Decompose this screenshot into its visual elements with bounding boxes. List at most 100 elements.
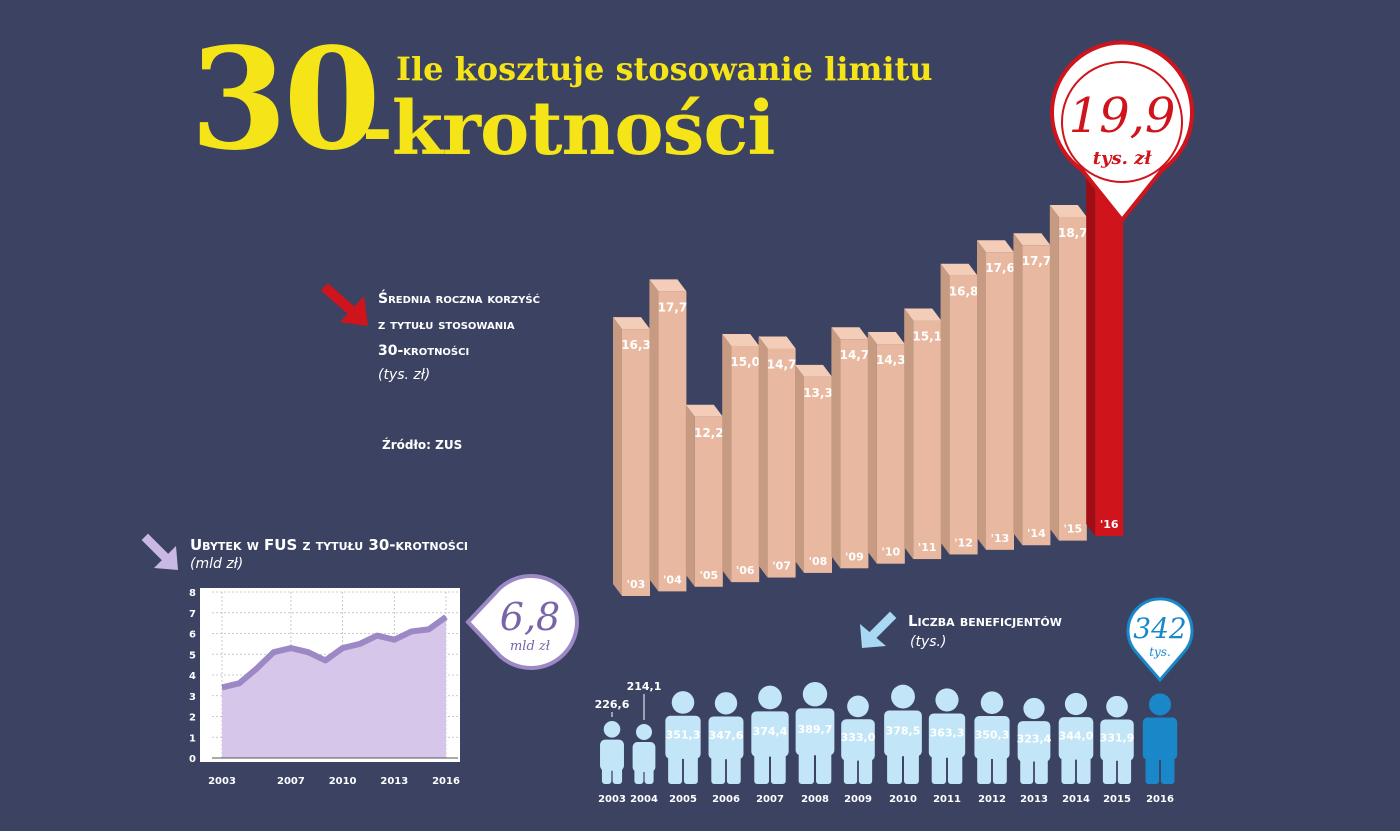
person-body	[795, 708, 835, 756]
person-leg	[711, 753, 726, 784]
bar-value-label: 18,7	[1058, 226, 1088, 240]
person-leg	[977, 752, 992, 784]
y-tick-label: 5	[189, 650, 196, 661]
y-tick-label: 3	[189, 692, 196, 703]
bar-top	[1013, 233, 1051, 246]
person-body	[884, 710, 922, 757]
person-leg	[1145, 753, 1160, 784]
bar-top	[649, 279, 687, 292]
y-tick-label: 7	[189, 609, 196, 620]
person-2013: 323,4 2013	[1017, 697, 1052, 805]
person-head	[1023, 697, 1045, 720]
person-2012: 350,3 2012	[974, 691, 1010, 805]
person-leg	[644, 766, 654, 784]
source-note: Źródło: ZUS	[382, 438, 463, 452]
main-unit-text: tys. zł	[1093, 148, 1153, 169]
person-year-label: 2015	[1103, 794, 1131, 805]
person-value-label: 389,7	[798, 723, 833, 736]
bar-side	[1086, 172, 1096, 536]
person-value-label: 333,0	[841, 731, 876, 744]
title-line-2: -krotności	[362, 86, 776, 172]
series-line	[221, 614, 448, 691]
loss-unit-text: mld zł	[510, 639, 551, 654]
title-line-1: Ile kosztuje stosowanie limitu	[396, 50, 933, 88]
ben-value-pin: 342 tys.	[1126, 597, 1194, 683]
person-leg	[843, 754, 858, 784]
person-body	[974, 715, 1010, 759]
x-tick-label: 2003	[208, 776, 236, 787]
bar-face	[694, 416, 723, 587]
person-year-label: 2004	[630, 794, 658, 805]
person-leg	[1160, 753, 1175, 784]
person-head	[802, 682, 828, 707]
bar-side	[940, 263, 950, 555]
bar-face	[1095, 184, 1124, 536]
loss-chart-title: Ubytek w FUS z tytułu 30-krotności	[190, 536, 469, 554]
loss-value-pin: 6,8 mld zł	[465, 574, 579, 670]
bar-side	[758, 336, 768, 578]
bar-'12: 16,8 '12	[940, 263, 978, 555]
person-leg	[754, 750, 770, 784]
y-tick-label: 1	[189, 733, 196, 744]
person-value-label: 350,3	[975, 729, 1010, 742]
person-2004: 214,1 2004	[627, 680, 662, 805]
person-leg	[601, 764, 612, 784]
person-head	[636, 724, 652, 740]
bar-category-label: '05	[699, 569, 718, 582]
bar-category-label: '10	[881, 546, 900, 559]
bar-'03: 16,3 '03	[613, 317, 651, 596]
person-year-label: 2008	[801, 794, 829, 805]
person-leg	[1076, 753, 1091, 784]
bar-side	[722, 333, 732, 583]
bar-side	[831, 327, 841, 569]
bar-category-label: '09	[845, 550, 864, 563]
person-year-label: 2005	[669, 794, 697, 805]
bar-top	[685, 404, 723, 417]
person-body	[1058, 717, 1094, 760]
bar-'08: 13,3 '08	[795, 364, 833, 573]
bar-value-label: 15,1	[912, 330, 942, 344]
bar-category-label: '03	[627, 578, 646, 591]
x-tick-label: 2013	[380, 776, 408, 787]
person-leg	[683, 752, 698, 784]
person-body	[600, 739, 624, 771]
bar-category-label: '04	[663, 573, 682, 586]
person-head	[1106, 695, 1128, 718]
person-value-label: 378,5	[886, 724, 921, 737]
person-leg	[668, 752, 683, 784]
bar-'10: 14,3 '10	[867, 332, 906, 564]
bar-'05: 12,2 '05	[685, 404, 724, 587]
person-value-label: 347,6	[709, 729, 744, 742]
person-2015: 331,9 2015	[1100, 695, 1135, 805]
bar-face	[876, 344, 905, 564]
person-value-label: 323,4	[1017, 733, 1052, 746]
person-head	[847, 695, 869, 718]
bar-'14: 17,7 '14	[1013, 233, 1052, 546]
y-tick-label: 6	[189, 630, 196, 641]
bar-top	[904, 308, 942, 321]
person-leg	[770, 750, 786, 784]
person-year-label: 2007	[756, 794, 784, 805]
bar-category-label: '15	[1063, 523, 1082, 536]
person-body	[1100, 719, 1134, 761]
person-2014: 344,0 2014	[1058, 692, 1094, 805]
bar-face	[1022, 245, 1051, 546]
beneficiaries-chart-title: Liczba beneficjentów	[908, 612, 1062, 630]
legend-unit: (tys. zł)	[378, 367, 431, 383]
bar-top	[795, 364, 832, 377]
red-arrow-icon	[320, 282, 368, 326]
person-leg	[1034, 755, 1048, 784]
person-value-label: 331,9	[1100, 731, 1135, 744]
big-number-30: 30	[190, 18, 381, 182]
bar-side	[867, 332, 877, 564]
bar-face	[986, 252, 1014, 550]
bar-value-label: 17,7	[1022, 254, 1052, 268]
person-2003: 226,6 2003	[595, 698, 630, 805]
person-body	[841, 719, 875, 761]
bar-'16: '16	[1086, 172, 1124, 536]
bar-category-label: '12	[954, 536, 973, 549]
bar-category-label: '08	[809, 555, 828, 568]
bar-top	[977, 240, 1014, 253]
